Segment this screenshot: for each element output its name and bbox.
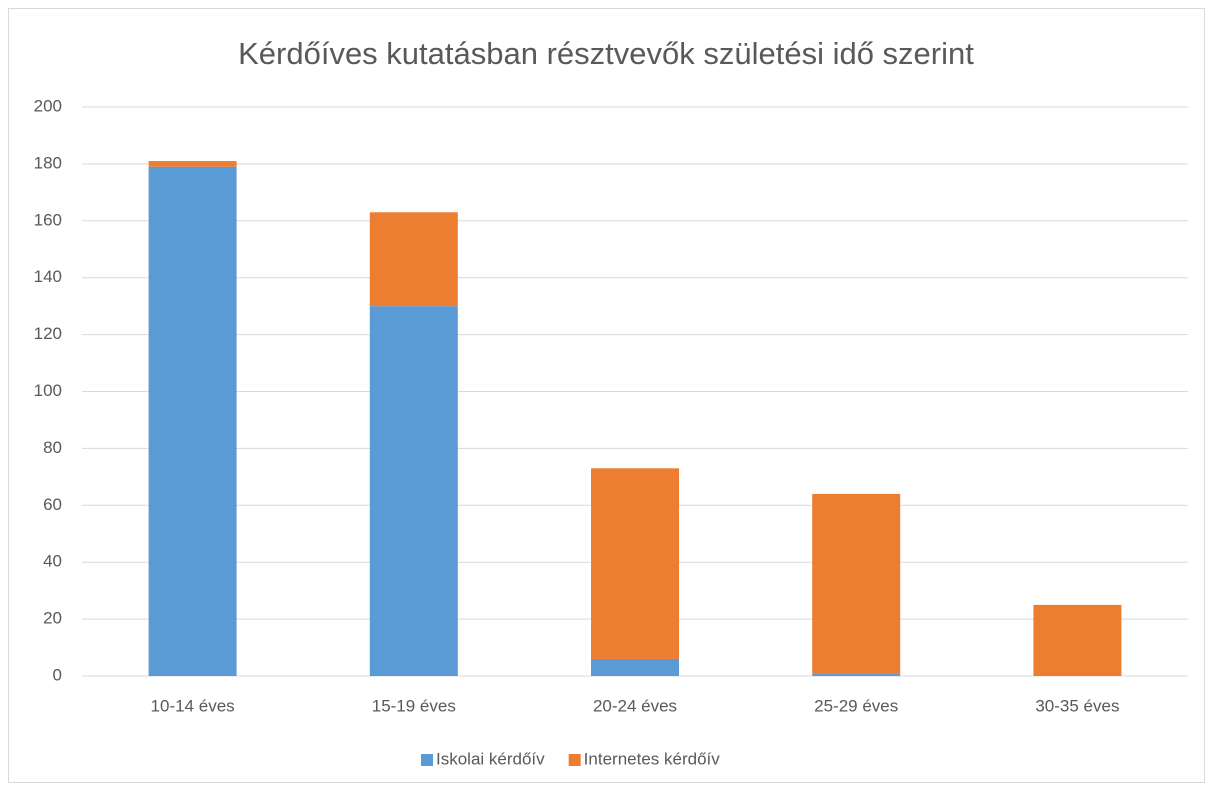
x-tick-label: 30-35 éves (1035, 696, 1119, 715)
bar-segment (812, 493, 901, 674)
x-tick-label: 15-19 éves (372, 696, 456, 715)
bar-segment (1033, 604, 1122, 676)
bar-segment (369, 212, 458, 307)
y-tick-label: 20 (43, 609, 62, 628)
x-tick-label: 20-24 éves (593, 696, 677, 715)
bar-segment (369, 306, 458, 676)
x-tick-label: 10-14 éves (151, 696, 235, 715)
legend-label: Internetes kérdőív (584, 749, 721, 768)
y-tick-label: 100 (34, 381, 62, 400)
bar-segment (591, 468, 679, 659)
y-tick-label: 140 (34, 267, 62, 286)
bar-segment (148, 161, 237, 167)
bar-segment (591, 658, 679, 676)
chart-title: Kérdőíves kutatásban résztvevők születés… (238, 36, 974, 71)
y-tick-label: 160 (34, 210, 62, 229)
y-tick-label: 200 (34, 96, 62, 115)
y-tick-label: 60 (43, 495, 62, 514)
y-tick-label: 180 (34, 153, 62, 172)
bar-segment (148, 166, 237, 676)
legend-label: Iskolai kérdőív (436, 749, 545, 768)
y-tick-label: 40 (43, 552, 62, 571)
x-tick-label: 25-29 éves (814, 696, 898, 715)
legend-swatch (421, 754, 433, 766)
y-tick-label: 80 (43, 438, 62, 457)
bar-segment (812, 673, 901, 676)
y-tick-label: 0 (53, 665, 62, 684)
y-tick-label: 120 (34, 324, 62, 343)
legend-swatch (568, 754, 581, 766)
